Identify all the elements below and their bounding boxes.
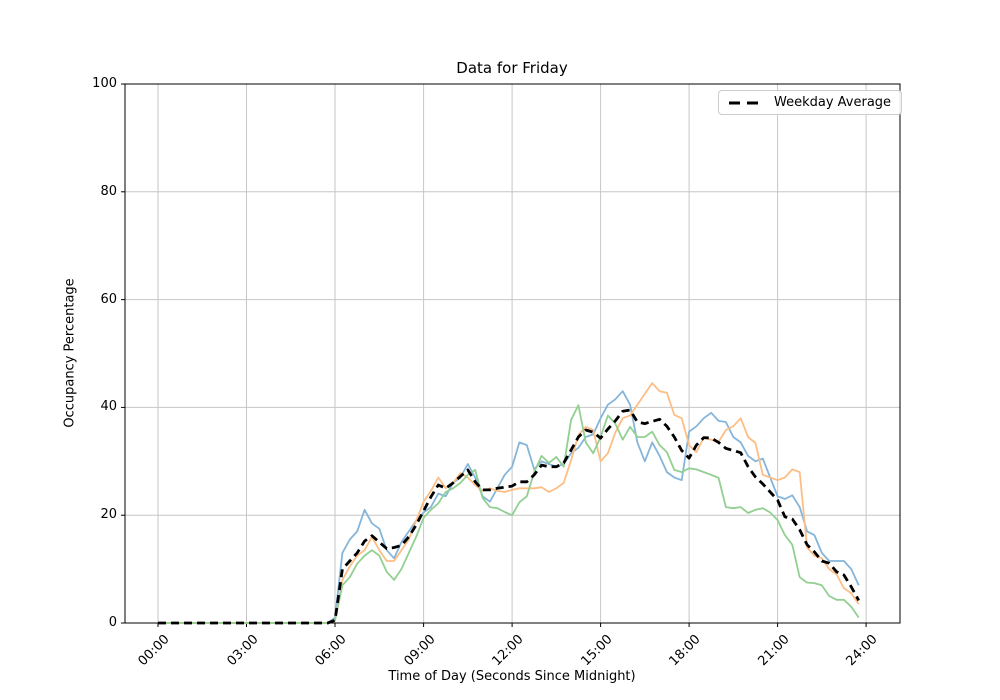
- series-line-friday-green: [158, 404, 860, 624]
- y-tick-label: 60: [100, 291, 117, 307]
- legend-dashed-line-sample: [729, 101, 765, 104]
- series-line-friday-blue: [158, 390, 860, 624]
- legend-label: Weekday Average: [774, 95, 892, 110]
- legend: Weekday Average: [718, 90, 903, 115]
- y-tick-label: 0: [108, 615, 117, 630]
- y-tick-label: 80: [100, 183, 117, 199]
- x-axis-label: Time of Day (Seconds Since Midnight): [388, 669, 636, 684]
- series-line-friday-orange: [158, 382, 860, 624]
- y-tick-label: 20: [100, 507, 117, 523]
- series-line-Weekday Average: [158, 408, 860, 625]
- chart-title: Data for Friday: [456, 59, 568, 77]
- y-axis-label: Occupancy Percentage: [62, 278, 78, 428]
- y-tick-label: 40: [100, 399, 117, 415]
- y-tick-label: 100: [92, 76, 117, 91]
